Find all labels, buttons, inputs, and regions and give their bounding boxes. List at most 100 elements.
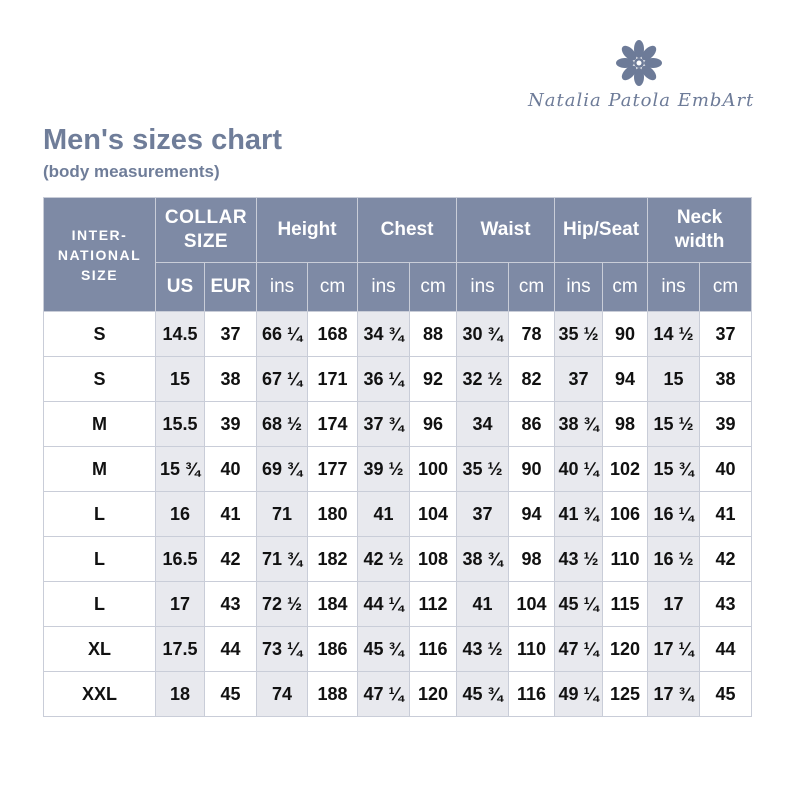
value-cell: 94 (602, 356, 649, 402)
value-cell: 86 (508, 401, 556, 447)
sub-header: EUR (204, 262, 257, 312)
header-line: INTER- (71, 226, 128, 243)
value-cell: 32 ½ (456, 356, 510, 402)
table-row: L 16 41 71 180 41 104 37 94 41 ¾ 106 16 ¼ 41 (43, 491, 753, 537)
value-cell: 15 ¾ (155, 446, 205, 492)
group-header: Hip/Seat (554, 197, 649, 263)
value-cell: 37 (456, 491, 510, 537)
value-cell: 41 (456, 581, 510, 627)
size-cell: S (43, 311, 156, 357)
value-cell: 17 ¾ (647, 671, 701, 717)
value-cell: 15 ¾ (647, 446, 701, 492)
table-row: S 14.5 37 66 ¼ 168 34 ¾ 88 30 ¾ 78 35 ½ 90 14 ½ 37 (43, 311, 753, 357)
value-cell: 37 (699, 311, 753, 357)
size-cell: M (43, 446, 156, 492)
value-cell: 115 (602, 581, 649, 627)
value-cell: 116 (409, 626, 458, 672)
sub-header: cm (409, 262, 458, 312)
value-cell: 16 ¼ (647, 491, 701, 537)
corner-header: INTER- NATIONAL SIZE (43, 197, 156, 312)
value-cell: 44 (204, 626, 257, 672)
value-cell: 34 ¾ (357, 311, 411, 357)
value-cell: 40 (699, 446, 753, 492)
value-cell: 17 ¼ (647, 626, 701, 672)
value-cell: 182 (306, 536, 359, 582)
subtitle: (body measurements) (43, 162, 220, 181)
value-cell: 15 (647, 356, 701, 402)
value-cell: 38 (204, 356, 257, 402)
value-cell: 35 ½ (456, 446, 510, 492)
value-cell: 45 (699, 671, 753, 717)
value-cell: 36 ¼ (357, 356, 411, 402)
value-cell: 171 (306, 356, 359, 402)
value-cell: 40 (204, 446, 257, 492)
value-cell: 17 (155, 581, 205, 627)
value-cell: 40 ¼ (554, 446, 604, 492)
brand: Natalia Patola EmbArt (528, 90, 755, 111)
size-cell: L (43, 536, 156, 582)
sub-header: ins (647, 262, 701, 312)
value-cell: 16 (155, 491, 205, 537)
size-cell: XXL (43, 671, 156, 717)
title: Men's sizes chart (43, 124, 282, 156)
value-cell: 15 (155, 356, 205, 402)
value-cell: 16.5 (155, 536, 205, 582)
value-cell: 78 (508, 311, 556, 357)
value-cell: 67 ¼ (256, 356, 308, 402)
table-row: L 16.5 42 71 ¾ 182 42 ½ 108 38 ¾ 98 43 ½ 110 16 ½ 42 (43, 536, 753, 582)
table-row: XL 17.5 44 73 ¼ 186 45 ¾ 116 43 ½ 110 47 ¼ 120 17 ¼… (43, 626, 753, 672)
header-line: Neck (676, 207, 723, 228)
value-cell: 180 (306, 491, 359, 537)
logo-icon (616, 40, 662, 86)
value-cell: 38 (699, 356, 753, 402)
value-cell: 68 ½ (256, 401, 308, 447)
size-cell: M (43, 401, 156, 447)
value-cell: 44 (699, 626, 753, 672)
sub-header: ins (256, 262, 308, 312)
value-cell: 72 ½ (256, 581, 308, 627)
value-cell: 15 ½ (647, 401, 701, 447)
size-cell: S (43, 356, 156, 402)
value-cell: 90 (508, 446, 556, 492)
value-cell: 82 (508, 356, 556, 402)
value-cell: 41 (357, 491, 411, 537)
value-cell: 37 (204, 311, 257, 357)
header-line: NATIONAL (57, 246, 142, 263)
value-cell: 15.5 (155, 401, 205, 447)
sub-header: ins (456, 262, 510, 312)
value-cell: 69 ¾ (256, 446, 308, 492)
value-cell: 18 (155, 671, 205, 717)
value-cell: 73 ¼ (256, 626, 308, 672)
value-cell: 177 (306, 446, 359, 492)
value-cell: 110 (602, 536, 649, 582)
value-cell: 17.5 (155, 626, 205, 672)
value-cell: 39 (699, 401, 753, 447)
value-cell: 108 (409, 536, 458, 582)
value-cell: 74 (256, 671, 308, 717)
value-cell: 45 ¾ (456, 671, 510, 717)
value-cell: 98 (602, 401, 649, 447)
value-cell: 44 ¼ (357, 581, 411, 627)
table-row: XXL 18 45 74 188 47 ¼ 120 45 ¾ 116 49 ¼ 125 17 ¾ 45 (43, 671, 753, 717)
header-line: Waist (480, 219, 531, 240)
value-cell: 112 (409, 581, 458, 627)
value-cell: 43 ½ (456, 626, 510, 672)
value-cell: 30 ¾ (456, 311, 510, 357)
value-cell: 16 ½ (647, 536, 701, 582)
size-table: INTER- NATIONAL SIZE COLLAR SIZE Height Chest W… (43, 197, 753, 717)
value-cell: 42 ½ (357, 536, 411, 582)
value-cell: 43 (699, 581, 753, 627)
value-cell: 125 (602, 671, 649, 717)
sub-header: US (155, 262, 205, 312)
value-cell: 14 ½ (647, 311, 701, 357)
value-cell: 42 (204, 536, 257, 582)
value-cell: 116 (508, 671, 556, 717)
value-cell: 88 (409, 311, 458, 357)
value-cell: 41 (204, 491, 257, 537)
group-header: COLLAR SIZE (155, 197, 257, 263)
value-cell: 35 ½ (554, 311, 604, 357)
value-cell: 186 (306, 626, 359, 672)
value-cell: 90 (602, 311, 649, 357)
value-cell: 38 ¾ (456, 536, 510, 582)
table-row: M 15 ¾ 40 69 ¾ 177 39 ½ 100 35 ½ 90 40 ¼ 102 15 ¾ 40 (43, 446, 753, 492)
